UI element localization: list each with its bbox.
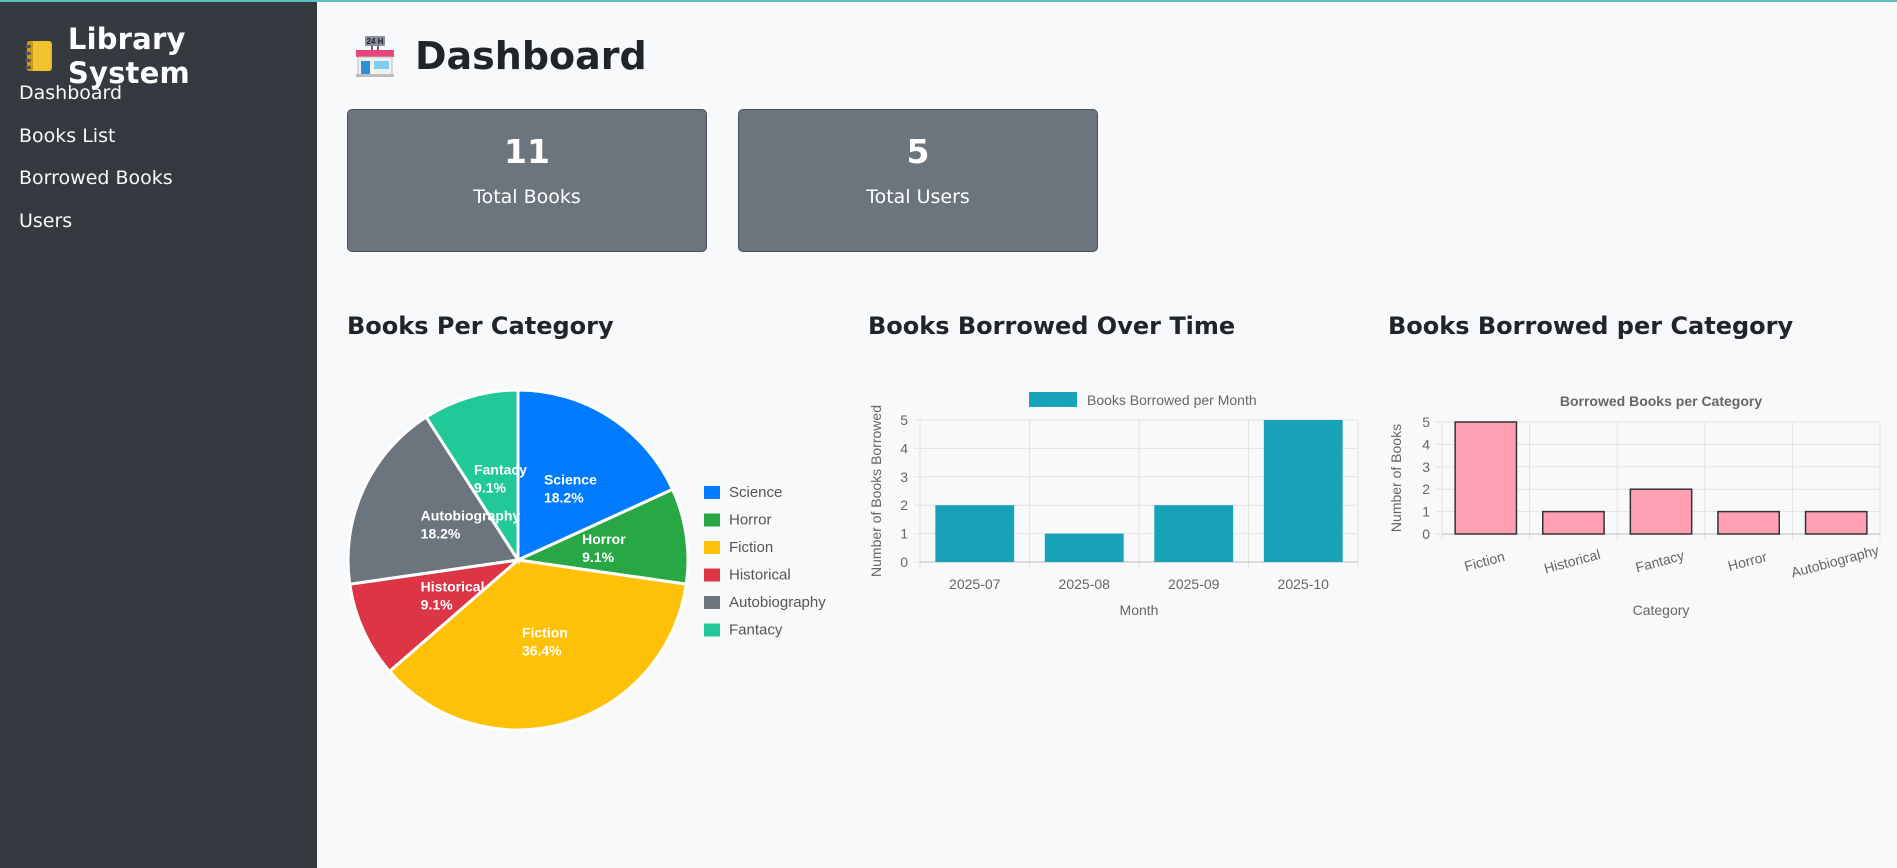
y-tick-label: 2 xyxy=(900,497,908,513)
stat-card-total-users: 5 Total Users xyxy=(738,109,1098,252)
x-axis-title: Category xyxy=(1633,602,1690,618)
x-axis-title: Month xyxy=(1120,602,1159,618)
pie-data-label: 36.4% xyxy=(522,643,562,659)
brand: Library System xyxy=(22,22,317,90)
bar xyxy=(935,505,1015,562)
stat-value: 11 xyxy=(504,132,550,171)
bar xyxy=(1154,505,1234,562)
x-tick-label: Horror xyxy=(1726,548,1769,574)
pie-data-label: 9.1% xyxy=(421,596,453,612)
books-per-category-pie-chart: Science 18.2% Horror 9.1% Fiction 36.4% Histor… xyxy=(346,388,826,732)
y-tick-label: 1 xyxy=(900,526,908,542)
chart-title: Borrowed Books per Category xyxy=(1560,393,1762,409)
pie-data-label: 18.2% xyxy=(421,526,461,542)
legend-label: Horror xyxy=(729,512,772,529)
y-tick-label: 4 xyxy=(1422,436,1430,452)
pie-data-label: 9.1% xyxy=(474,479,506,495)
page-title: Dashboard xyxy=(415,34,647,78)
x-tick-label: 2025-09 xyxy=(1168,576,1220,592)
bar xyxy=(1541,510,1605,535)
y-tick-label: 4 xyxy=(900,440,908,456)
pie-data-label: 9.1% xyxy=(582,549,614,565)
legend-swatch xyxy=(704,513,720,527)
books-borrowed-over-time-chart: 0 1 2 3 4 5 2025-07 2025-08 2025-09 2025-10 Month N… xyxy=(868,392,1359,618)
legend-swatch xyxy=(704,623,720,637)
pie-slice xyxy=(348,557,523,674)
x-tick-label: Fiction xyxy=(1463,548,1507,574)
y-tick-label: 2 xyxy=(1422,481,1430,497)
page-header: 24 H Dashboard xyxy=(353,34,647,78)
nav-borrowed-books[interactable]: Borrowed Books xyxy=(19,167,173,189)
nav-dashboard[interactable]: Dashboard xyxy=(19,82,123,104)
bar xyxy=(1717,510,1781,535)
nav-users[interactable]: Users xyxy=(19,210,73,232)
x-tick-label: 2025-08 xyxy=(1059,576,1111,592)
x-tick-label: 2025-10 xyxy=(1278,576,1330,592)
pie-slice-name-label: Fiction xyxy=(522,625,568,641)
app-title: Library System xyxy=(67,22,190,90)
convenience-store-24h-icon: 24 H xyxy=(356,36,394,77)
pie-section-title: Books Per Category xyxy=(347,312,614,340)
bar xyxy=(1629,488,1693,535)
y-tick-label: 5 xyxy=(900,412,908,428)
pie-slice-name-label: Fantacy xyxy=(474,461,527,477)
pie-slice-name-label: Historical xyxy=(421,578,485,594)
legend-swatch xyxy=(704,541,720,554)
bar xyxy=(1804,510,1868,535)
pie-slice xyxy=(346,414,521,586)
legend-swatch xyxy=(704,568,720,582)
top-accent-line xyxy=(0,0,1897,2)
y-tick-label: 0 xyxy=(1422,526,1430,542)
bar xyxy=(1454,421,1518,535)
legend-label: Science xyxy=(729,484,782,501)
y-tick-label: 3 xyxy=(900,469,908,485)
pie-data-label: 18.2% xyxy=(544,489,584,505)
bar xyxy=(1263,420,1343,562)
svg-text:24 H: 24 H xyxy=(367,37,384,46)
legend-swatch xyxy=(1029,392,1077,407)
legend-label: Historical xyxy=(729,567,791,584)
bar-section-title: Books Borrowed per Category xyxy=(1388,312,1794,340)
stat-label: Total Users xyxy=(866,186,970,208)
main-content: 24 H Dashboard 11 Total Books 5 Total Us… xyxy=(317,0,1897,868)
y-axis-title: Number of Books xyxy=(1388,424,1404,532)
sidebar: Library System Dashboard Books List Borr… xyxy=(0,2,317,868)
y-tick-label: 0 xyxy=(900,554,908,570)
borrowed-per-category-chart: 0 1 2 3 4 5 Fiction Historical Fantacy Horror Auto… xyxy=(1388,393,1881,618)
legend-swatch xyxy=(704,596,720,609)
bar xyxy=(1044,533,1124,562)
legend-label: Books Borrowed per Month xyxy=(1087,392,1257,408)
x-tick-label: 2025-07 xyxy=(949,576,1001,592)
legend-swatch xyxy=(704,486,720,499)
pie-slice xyxy=(424,388,520,566)
legend-label: Fantacy xyxy=(729,622,783,639)
pie-slice-name-label: Science xyxy=(544,471,597,487)
notebook-icon xyxy=(24,41,52,71)
legend-label: Autobiography xyxy=(729,594,826,611)
pie-slice xyxy=(387,558,688,732)
y-tick-label: 3 xyxy=(1422,459,1430,475)
y-tick-label: 5 xyxy=(1422,414,1430,430)
y-tick-label: 1 xyxy=(1422,504,1430,520)
line-section-title: Books Borrowed Over Time xyxy=(868,312,1236,340)
x-tick-label: Fantacy xyxy=(1634,547,1686,575)
legend-label: Fiction xyxy=(729,539,773,556)
stat-value: 5 xyxy=(906,132,930,171)
x-tick-label: Autobiography xyxy=(1789,542,1880,581)
pie-slice-name-label: Horror xyxy=(582,531,626,547)
stat-label: Total Books xyxy=(473,186,581,208)
nav-books-list[interactable]: Books List xyxy=(19,125,116,147)
pie-slice xyxy=(516,388,675,563)
x-tick-label: Historical xyxy=(1542,546,1602,576)
stat-card-total-books: 11 Total Books xyxy=(347,109,707,252)
pie-slice xyxy=(512,487,690,586)
pie-slice-name-label: Autobiography xyxy=(421,508,521,524)
y-axis-title: Number of Books Borrowed xyxy=(868,405,884,577)
